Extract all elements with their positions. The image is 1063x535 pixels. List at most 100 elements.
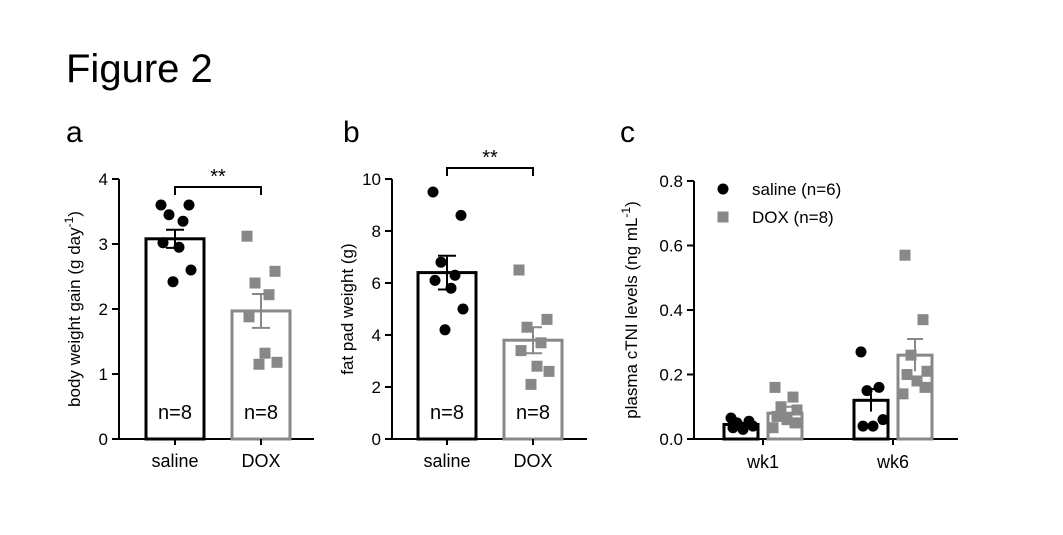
panel-a-data-point xyxy=(263,289,275,301)
panel-b-y-tick-label: 4 xyxy=(372,326,381,345)
panel-c-data-point xyxy=(877,414,889,426)
panel-a-y-tick-label: 2 xyxy=(99,300,108,319)
panel-c-data-point xyxy=(775,401,787,413)
panel-c-data-point xyxy=(857,420,869,432)
panel-a-data-point xyxy=(177,215,189,227)
panel-a-data-point xyxy=(249,277,261,289)
panel-c-data-point xyxy=(921,365,933,377)
panel-c-data-point xyxy=(771,410,783,422)
panel-b-data-point xyxy=(543,365,555,377)
panel-a-y-tick-label: 3 xyxy=(99,235,108,254)
panel-b-y-tick-label: 8 xyxy=(372,222,381,241)
panel-c: c 0.0 0.2 0.4 0.6 0.8 plasma cTNI levels (ng m… xyxy=(619,116,958,472)
panel-b-data-point xyxy=(449,269,461,281)
panel-c-data-point xyxy=(899,249,911,261)
panel-b-data-point xyxy=(515,345,527,357)
panel-c-letter: c xyxy=(620,116,635,149)
panel-c-legend-marker xyxy=(717,183,729,195)
panel-b: b 0 2 4 6 8 10 fat pad weight (g) n=8 saline n=8 DO… xyxy=(338,116,587,471)
panel-b-data-point xyxy=(445,282,457,294)
panel-a-y-axis-label: body weight gain (g day-1) xyxy=(62,211,84,407)
panel-a-y-tick-label: 4 xyxy=(99,170,108,189)
panel-a-x-tick-label: saline xyxy=(151,451,198,471)
panel-c-data-point xyxy=(855,346,867,358)
panel-c-y-tick-label: 0.2 xyxy=(659,366,683,385)
panel-c-data-point xyxy=(905,349,917,361)
panel-b-y-tick-label: 2 xyxy=(372,378,381,397)
panel-b-data-point xyxy=(541,313,553,325)
panel-c-legend-label: DOX (n=8) xyxy=(752,208,834,227)
panel-b-letter: b xyxy=(343,116,360,149)
panel-b-n-label: n=8 xyxy=(516,402,550,424)
panel-c-data-point xyxy=(919,381,931,393)
panel-b-data-point xyxy=(439,324,451,336)
panel-b-data-point xyxy=(435,256,447,268)
panel-b-y-axis-label: fat pad weight (g) xyxy=(338,243,357,374)
panel-b-n-label: n=8 xyxy=(430,402,464,424)
panel-b-data-point xyxy=(531,360,543,372)
panel-a-x-tick-label: DOX xyxy=(241,451,280,471)
panel-a-data-point xyxy=(163,209,175,221)
panel-c-data-point xyxy=(787,391,799,403)
panel-c-y-tick-label: 0.8 xyxy=(659,172,683,191)
panel-b-data-point xyxy=(457,303,469,315)
panel-b-data-point xyxy=(513,264,525,276)
panel-c-data-point xyxy=(911,375,923,387)
panel-b-data-point xyxy=(455,209,467,221)
panel-c-data-point xyxy=(901,369,913,380)
panel-b-data-point xyxy=(429,274,441,286)
panel-a-significance-label: ** xyxy=(210,166,226,188)
panel-b-x-tick-label: saline xyxy=(423,451,470,471)
panel-b-data-point xyxy=(525,378,537,390)
panel-c-y-tick-label: 0.6 xyxy=(659,237,683,256)
panel-c-x-tick-label: wk6 xyxy=(876,452,909,472)
panel-a-n-label: n=8 xyxy=(244,402,278,424)
panel-c-data-point xyxy=(769,381,781,393)
panel-a-significance-bracket xyxy=(174,186,262,195)
panel-c-y-axis-label: plasma cTNI levels (ng mL-1) xyxy=(619,201,641,419)
panel-a-y-tick-label: 1 xyxy=(99,365,108,384)
panel-a-data-point xyxy=(241,230,253,242)
panel-a-data-point xyxy=(167,276,179,288)
panel-a-data-point xyxy=(173,241,185,253)
panel-c-data-point xyxy=(867,420,879,432)
panel-a-data-point xyxy=(157,237,169,249)
panel-a: a 0 1 2 3 4 body weight gain (g day-1) n=8 salin… xyxy=(62,116,314,471)
panel-c-data-point xyxy=(861,385,873,397)
panel-a-data-point xyxy=(269,265,281,277)
panel-b-data-point xyxy=(535,337,547,349)
panel-c-data-point xyxy=(727,422,739,434)
panel-a-data-point xyxy=(243,311,255,323)
panel-b-y-tick-label: 10 xyxy=(362,170,381,189)
panel-c-data-point xyxy=(747,420,759,432)
panel-c-data-point xyxy=(789,417,801,429)
panel-b-significance-label: ** xyxy=(482,147,498,169)
panel-b-y-tick-label: 0 xyxy=(372,430,381,449)
panel-c-x-tick-label: wk1 xyxy=(746,452,779,472)
panel-a-data-point xyxy=(183,199,195,211)
panel-c-y-tick-label: 0.4 xyxy=(659,301,683,320)
panel-c-legend-label: saline (n=6) xyxy=(752,180,841,199)
panel-c-data-point xyxy=(737,423,749,435)
panel-c-data-point xyxy=(873,381,885,393)
panel-a-data-point xyxy=(253,358,265,370)
panel-a-data-point xyxy=(185,264,197,276)
panel-b-data-point xyxy=(427,186,439,198)
panel-a-data-point xyxy=(155,199,167,211)
panel-a-letter: a xyxy=(66,116,83,149)
panel-c-legend-marker xyxy=(717,211,729,223)
panel-c-data-point xyxy=(781,414,793,426)
panel-c-y-tick-label: 0.0 xyxy=(659,430,683,449)
panel-b-y-tick-label: 6 xyxy=(372,274,381,293)
panel-c-data-point xyxy=(897,388,909,400)
panel-b-x-tick-label: DOX xyxy=(513,451,552,471)
panel-a-data-point xyxy=(271,356,283,368)
figure-title: Figure 2 xyxy=(66,47,213,91)
panel-a-n-label: n=8 xyxy=(158,402,192,424)
panel-c-data-point xyxy=(767,422,779,434)
panel-c-data-point xyxy=(917,314,929,326)
panel-c-data-point xyxy=(791,404,803,416)
panel-a-data-point xyxy=(259,347,271,359)
panel-a-y-tick-label: 0 xyxy=(99,430,108,449)
